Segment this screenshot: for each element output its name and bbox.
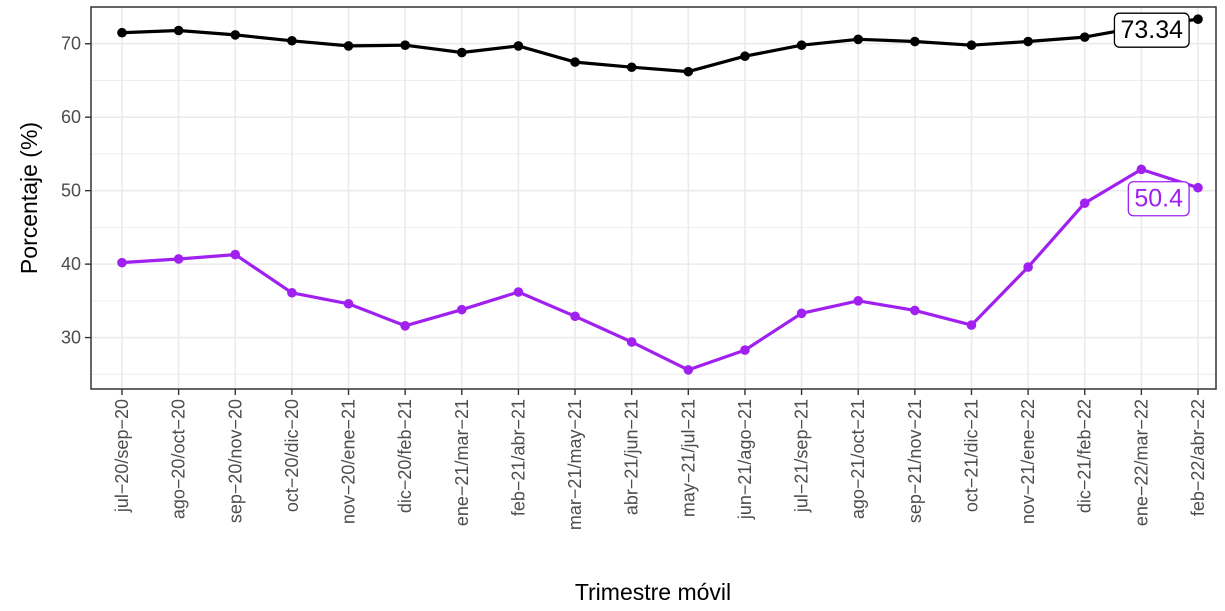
x-tick-label: ene−22/mar−22	[1131, 399, 1151, 526]
x-tick-label: sep−21/nov−21	[905, 399, 925, 523]
end-label-box	[1127, 181, 1190, 217]
x-tick-label: oct−21/dic−21	[961, 399, 981, 512]
y-tick-label: 30	[61, 328, 81, 348]
series-1-point	[400, 40, 410, 50]
series-2-point	[456, 304, 467, 315]
x-tick-label: feb−22/abr−22	[1188, 399, 1208, 516]
series-1-point	[456, 47, 467, 58]
x-tick-label: abr−21/jun−21	[622, 399, 642, 515]
series-2-point	[910, 305, 920, 316]
series-2-point	[853, 296, 864, 306]
y-axis-title: Porcentaje (%)	[16, 122, 42, 274]
x-tick-label: mar−21/may−21	[565, 399, 585, 530]
series-1-point	[796, 40, 807, 50]
plot-background	[91, 7, 1216, 389]
series-2-point	[570, 311, 580, 322]
series-2-point	[343, 298, 354, 309]
series-2-point	[117, 257, 127, 268]
x-tick-label: dic−21/feb−22	[1075, 399, 1095, 513]
x-axis-title: Trimestre móvil	[575, 579, 731, 605]
series-1-point	[853, 34, 864, 45]
y-axis: 30 40 50 60 70	[61, 34, 91, 348]
y-tick-label: 40	[61, 254, 81, 274]
x-tick-label: ago−21/oct−21	[848, 399, 868, 519]
x-tick-label: ene−21/mar−21	[452, 399, 472, 526]
series-2-point	[626, 337, 637, 347]
x-tick-label: oct−20/dic−20	[282, 399, 302, 512]
plot-panel-border	[90, 6, 1217, 390]
series-1-point	[513, 41, 524, 51]
x-tick-label: jul−21/sep−21	[792, 399, 812, 513]
x-tick-label: nov−20/ene−21	[339, 399, 359, 524]
series-2-point	[966, 320, 977, 330]
series-1-point	[230, 30, 241, 40]
series-2-end-label: 50.4	[1127, 181, 1190, 217]
series-layer	[117, 14, 1203, 375]
y-tick-label: 60	[61, 107, 81, 127]
grid-major	[91, 7, 1216, 389]
x-axis: jul−20/sep−20 ago−20/oct−20 sep−20/nov−20 o…	[112, 389, 1208, 530]
x-tick-label: jun−21/ago−21	[735, 399, 755, 520]
series-1-point	[910, 36, 920, 47]
series-1-end-label: 73.34	[1113, 12, 1190, 48]
series-1-point	[740, 51, 750, 62]
series-1-point	[287, 35, 297, 46]
series-1-point	[966, 40, 977, 50]
series-2-point	[400, 321, 410, 331]
series-1-point	[1079, 32, 1090, 42]
x-tick-label: may−21/jul−21	[678, 399, 698, 517]
x-tick-label: ago−20/oct−20	[169, 399, 189, 519]
series-2-point	[1023, 262, 1033, 272]
series-2-point	[796, 308, 807, 319]
series-1-point	[117, 27, 127, 38]
series-1-point	[683, 66, 694, 77]
series-1-point	[570, 57, 580, 67]
x-tick-label: nov−21/ene−22	[1018, 399, 1038, 524]
series-1-point	[343, 41, 354, 51]
end-label-text: 50.4	[1134, 185, 1183, 213]
y-tick-label: 50	[61, 181, 81, 201]
series-2-point	[173, 254, 184, 264]
series-2-point	[740, 345, 750, 355]
x-tick-label: feb−21/abr−21	[508, 399, 528, 516]
series-2-point	[287, 287, 297, 298]
series-2-point	[683, 365, 694, 375]
end-label-text: 73.34	[1120, 16, 1183, 44]
end-label-box	[1113, 12, 1190, 48]
series-1-point	[173, 25, 184, 36]
series-line-1	[120, 17, 1200, 74]
series-1-point	[626, 62, 637, 73]
series-1-point	[1193, 14, 1203, 24]
x-tick-label: jul−20/sep−20	[112, 399, 132, 513]
x-tick-label: dic−20/feb−21	[395, 399, 415, 513]
series-2-point	[1079, 198, 1090, 208]
series-2-point	[230, 249, 241, 260]
label-layer: 73.34 50.4	[1113, 12, 1190, 217]
series-2-point	[513, 287, 524, 297]
series-1-point	[1023, 36, 1033, 47]
series-2-point	[1136, 164, 1147, 175]
series-line-2	[120, 167, 1200, 372]
y-tick-label: 70	[61, 34, 81, 54]
x-tick-label: sep−20/nov−20	[225, 399, 245, 523]
series-2-point	[1193, 182, 1203, 193]
